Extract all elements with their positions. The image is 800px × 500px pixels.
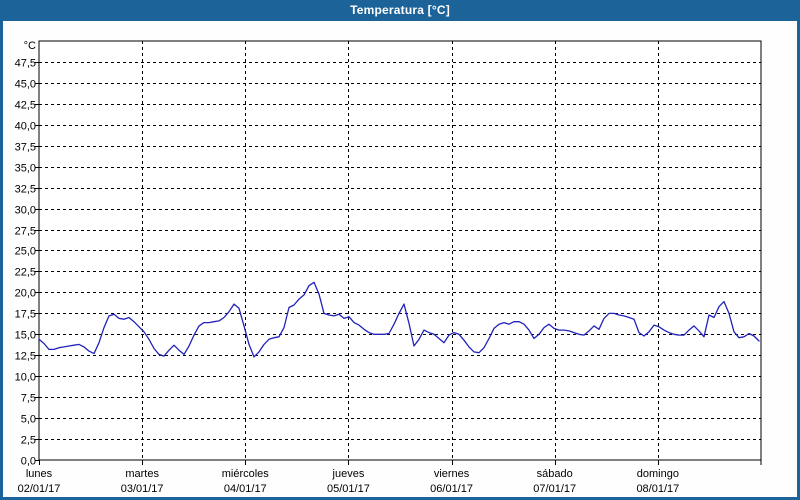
x-date-label: 05/01/17 [327,483,370,495]
title-bar: Temperatura [°C] [0,0,800,21]
y-tick-label: 47,5 [15,58,36,70]
y-tick-label: 20,0 [15,288,36,300]
x-weekday-label: domingo [637,468,679,480]
y-tick-label: 35,0 [15,163,36,175]
y-tick-label: 7,5 [21,393,36,405]
x-weekday-label: jueves [332,468,365,480]
y-tick-label: 15,0 [15,330,36,342]
y-tick-label: 45,0 [15,79,36,91]
x-weekday-label: sábado [537,468,573,480]
x-date-label: 03/01/17 [121,483,164,495]
y-tick-label: 5,0 [21,414,36,426]
y-tick-label: 42,5 [15,100,36,112]
y-tick-label: 12,5 [15,351,36,363]
y-tick-label: 0,0 [21,456,36,468]
x-date-label: 07/01/17 [533,483,576,495]
y-tick-label: 30,0 [15,205,36,217]
y-tick-label: 40,0 [15,121,36,133]
y-axis-unit-label: °C [24,40,36,52]
x-date-label: 02/01/17 [18,483,61,495]
x-weekday-label: viernes [434,468,470,480]
x-date-label: 08/01/17 [636,483,679,495]
x-weekday-label: martes [125,468,159,480]
temperature-line [38,281,760,358]
y-tick-label: 27,5 [15,226,36,238]
y-tick-label: 17,5 [15,309,36,321]
y-tick-label: 37,5 [15,142,36,154]
y-tick-label: 32,5 [15,184,36,196]
x-date-label: 06/01/17 [430,483,473,495]
chart-title: Temperatura [°C] [350,3,450,17]
x-weekday-label: lunes [26,468,53,480]
y-tick-label: 2,5 [21,435,36,447]
x-weekday-label: miércoles [222,468,270,480]
x-date-label: 04/01/17 [224,483,267,495]
y-tick-label: 10,0 [15,372,36,384]
y-tick-label: 22,5 [15,267,36,279]
y-tick-label: 25,0 [15,246,36,258]
